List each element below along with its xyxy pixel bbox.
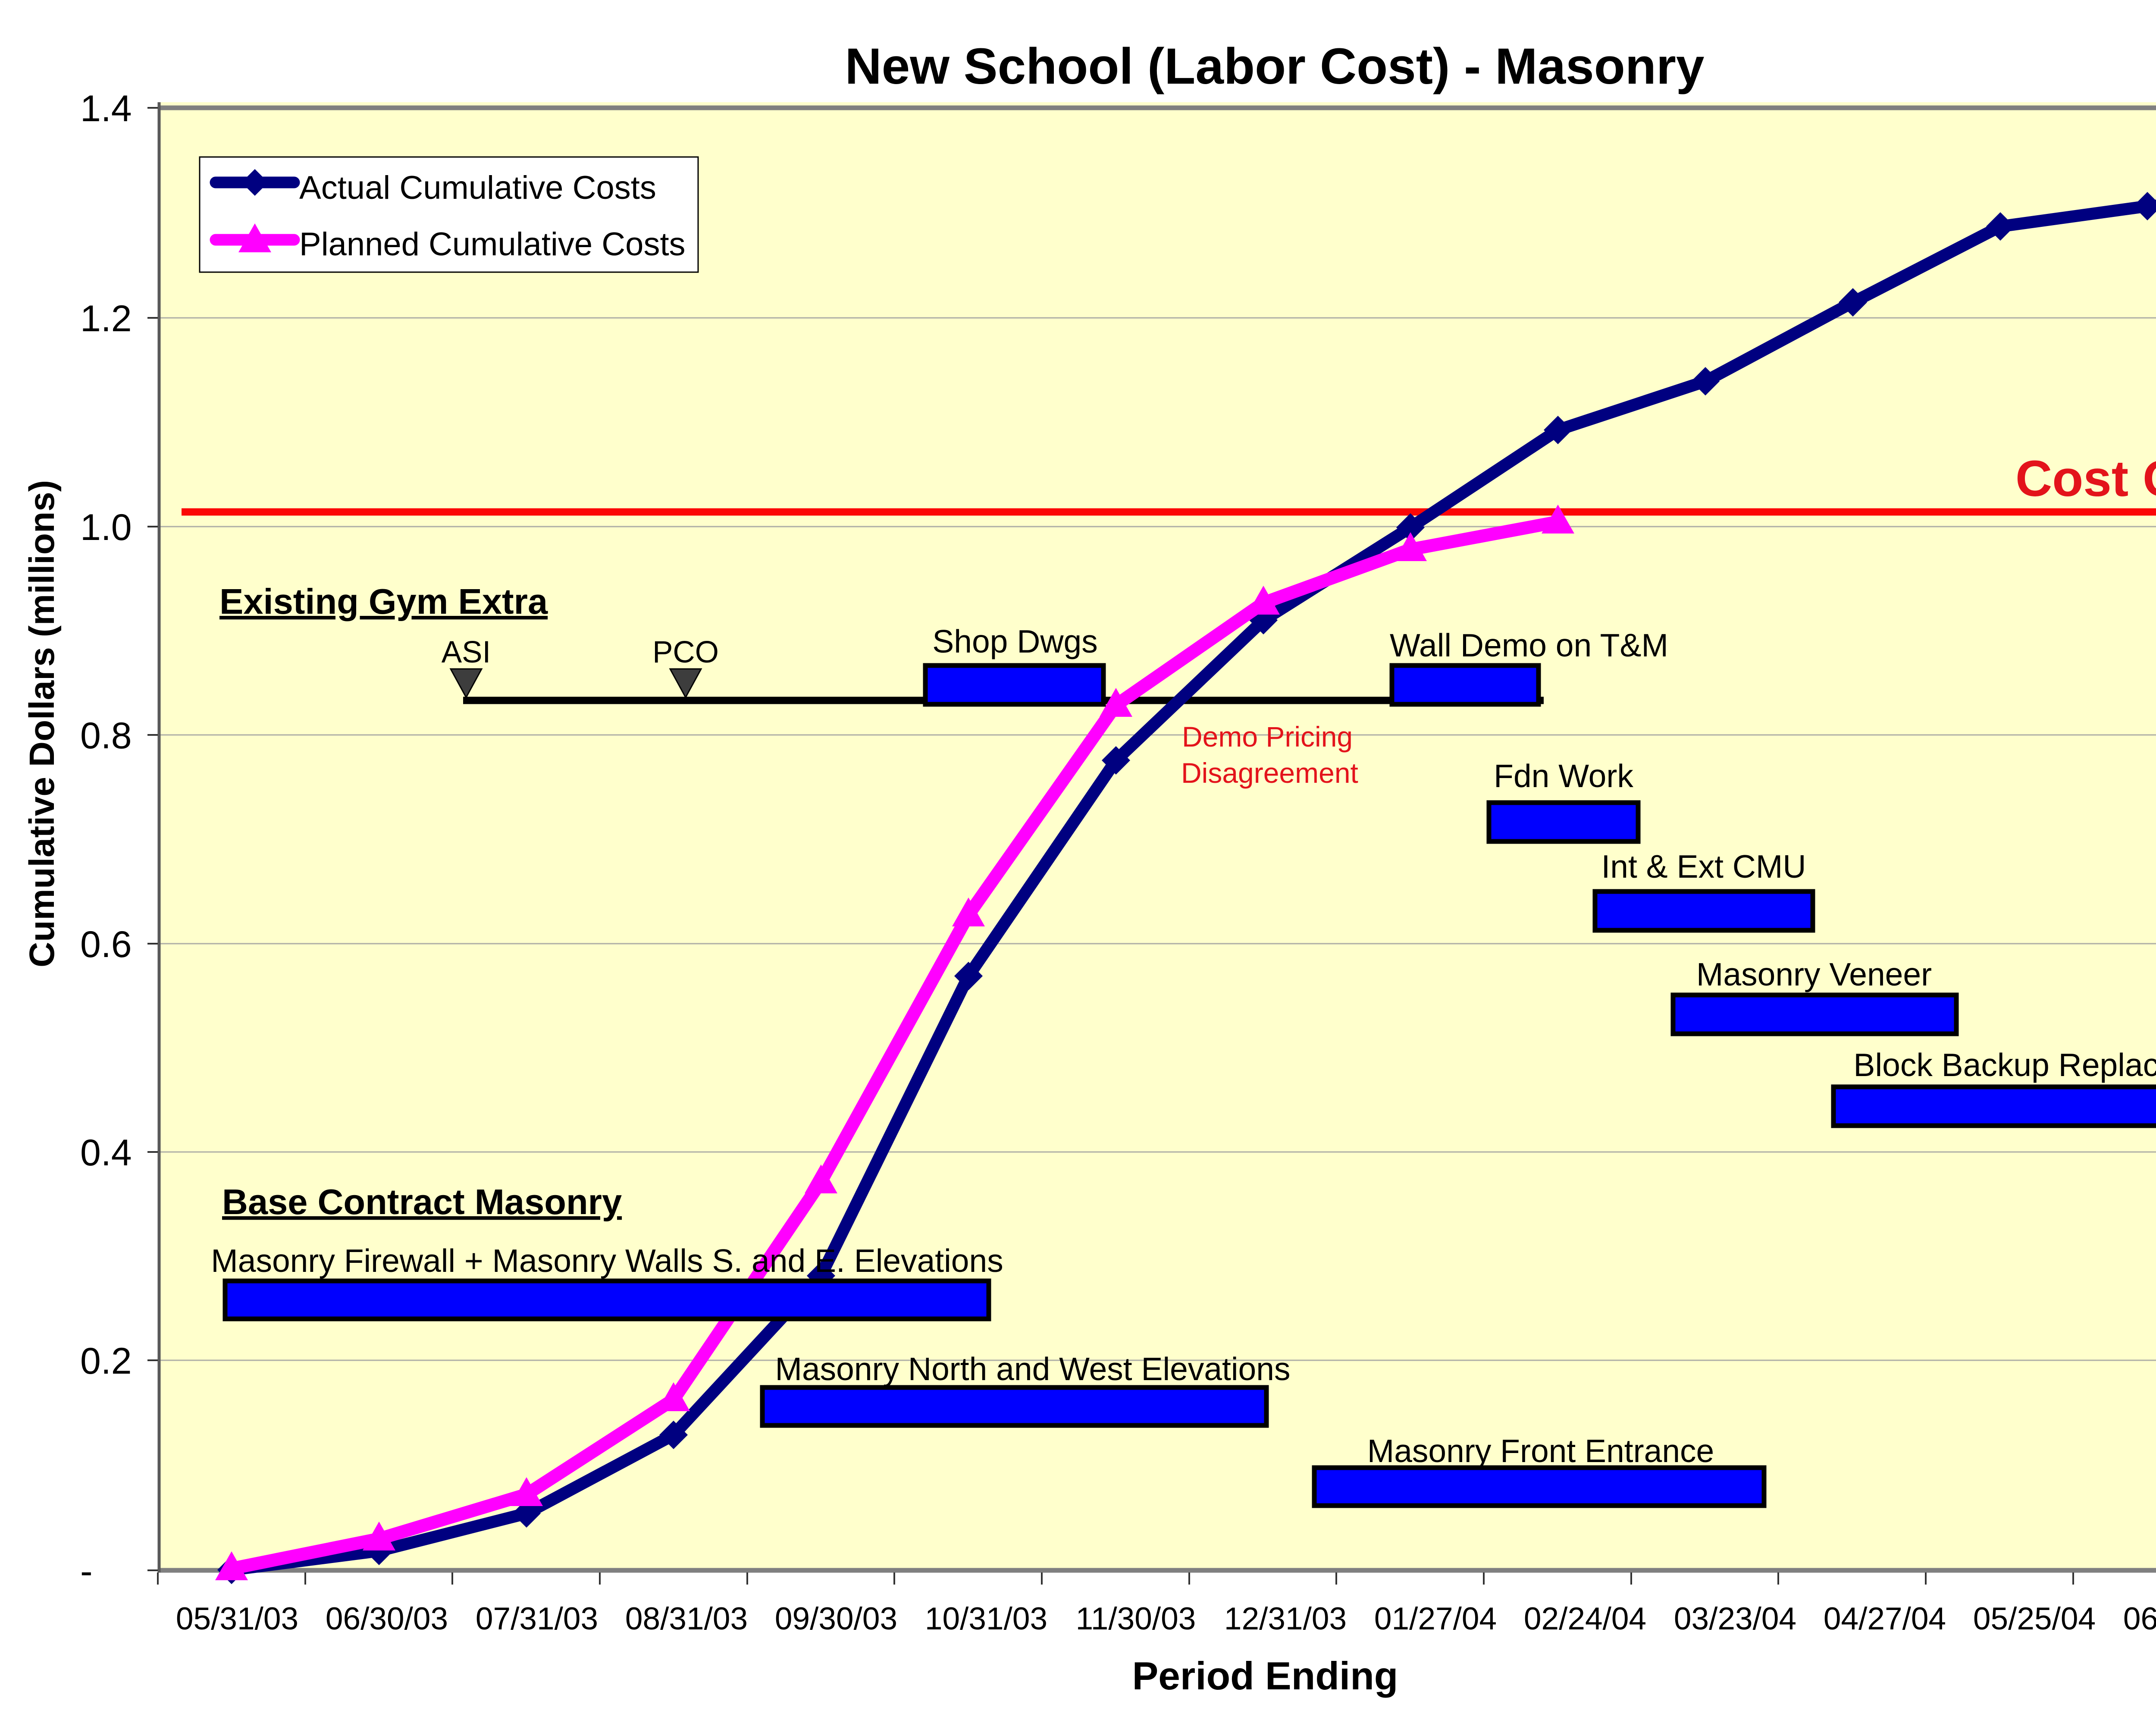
svg-text:11/30/03: 11/30/03 [1076, 1601, 1196, 1636]
svg-text:Disagreement: Disagreement [1181, 757, 1358, 789]
svg-text:12/31/03: 12/31/03 [1224, 1601, 1347, 1636]
svg-text:06/30/03: 06/30/03 [326, 1601, 448, 1636]
svg-text:04/27/04: 04/27/04 [1824, 1601, 1946, 1636]
svg-text:Masonry Veneer: Masonry Veneer [1696, 956, 1932, 992]
svg-text:0.4: 0.4 [80, 1132, 132, 1174]
svg-text:PCO: PCO [652, 635, 719, 669]
svg-text:Fdn Work: Fdn Work [1494, 758, 1633, 794]
svg-text:Existing Gym Extra: Existing Gym Extra [219, 581, 548, 621]
svg-text:09/30/03: 09/30/03 [775, 1601, 897, 1636]
svg-text:Period Ending: Period Ending [1132, 1654, 1398, 1698]
svg-text:-: - [80, 1550, 93, 1592]
svg-text:0.8: 0.8 [80, 715, 132, 756]
svg-text:Int & Ext CMU: Int & Ext CMU [1601, 848, 1806, 885]
svg-text:Masonry Front Entrance: Masonry Front Entrance [1367, 1433, 1714, 1469]
svg-text:0.6: 0.6 [80, 924, 132, 965]
svg-text:01/27/04: 01/27/04 [1374, 1601, 1497, 1636]
svg-text:1.0: 1.0 [80, 507, 132, 548]
svg-text:06/22/04: 06/22/04 [2123, 1601, 2156, 1636]
svg-text:08/31/03: 08/31/03 [625, 1601, 748, 1636]
svg-text:ASI: ASI [442, 635, 491, 669]
svg-text:New School (Labor Cost) - Maso: New School (Labor Cost) - Masonry [845, 38, 1704, 95]
svg-text:Block Backup Replacement: Block Backup Replacement [1853, 1047, 2156, 1083]
svg-text:Demo Pricing: Demo Pricing [1182, 721, 1353, 753]
svg-text:Cost Overrrun: Cost Overrrun [2015, 450, 2156, 507]
svg-text:Cumulative Dollars (millions): Cumulative Dollars (millions) [22, 480, 62, 967]
svg-text:1.2: 1.2 [80, 298, 132, 339]
svg-text:Masonry Firewall + Masonry Wal: Masonry Firewall + Masonry Walls S. and … [211, 1243, 1003, 1279]
svg-text:Masonry North and West Elevati: Masonry North and West Elevations [775, 1351, 1291, 1387]
svg-text:Base Contract Masonry: Base Contract Masonry [222, 1182, 622, 1222]
svg-text:0.2: 0.2 [80, 1340, 132, 1382]
svg-text:1.4: 1.4 [80, 88, 132, 129]
svg-text:Wall Demo on T&M: Wall Demo on T&M [1390, 627, 1668, 663]
svg-text:05/31/03: 05/31/03 [176, 1601, 298, 1636]
svg-text:10/31/03: 10/31/03 [925, 1601, 1047, 1636]
svg-text:Planned Cumulative Costs: Planned Cumulative Costs [299, 226, 686, 263]
svg-text:05/25/04: 05/25/04 [1973, 1601, 2096, 1636]
svg-text:Shop Dwgs: Shop Dwgs [932, 623, 1098, 659]
svg-text:02/24/04: 02/24/04 [1524, 1601, 1646, 1636]
svg-text:07/31/03: 07/31/03 [476, 1601, 598, 1636]
svg-text:Actual Cumulative Costs: Actual Cumulative Costs [299, 169, 656, 206]
svg-text:03/23/04: 03/23/04 [1674, 1601, 1796, 1636]
